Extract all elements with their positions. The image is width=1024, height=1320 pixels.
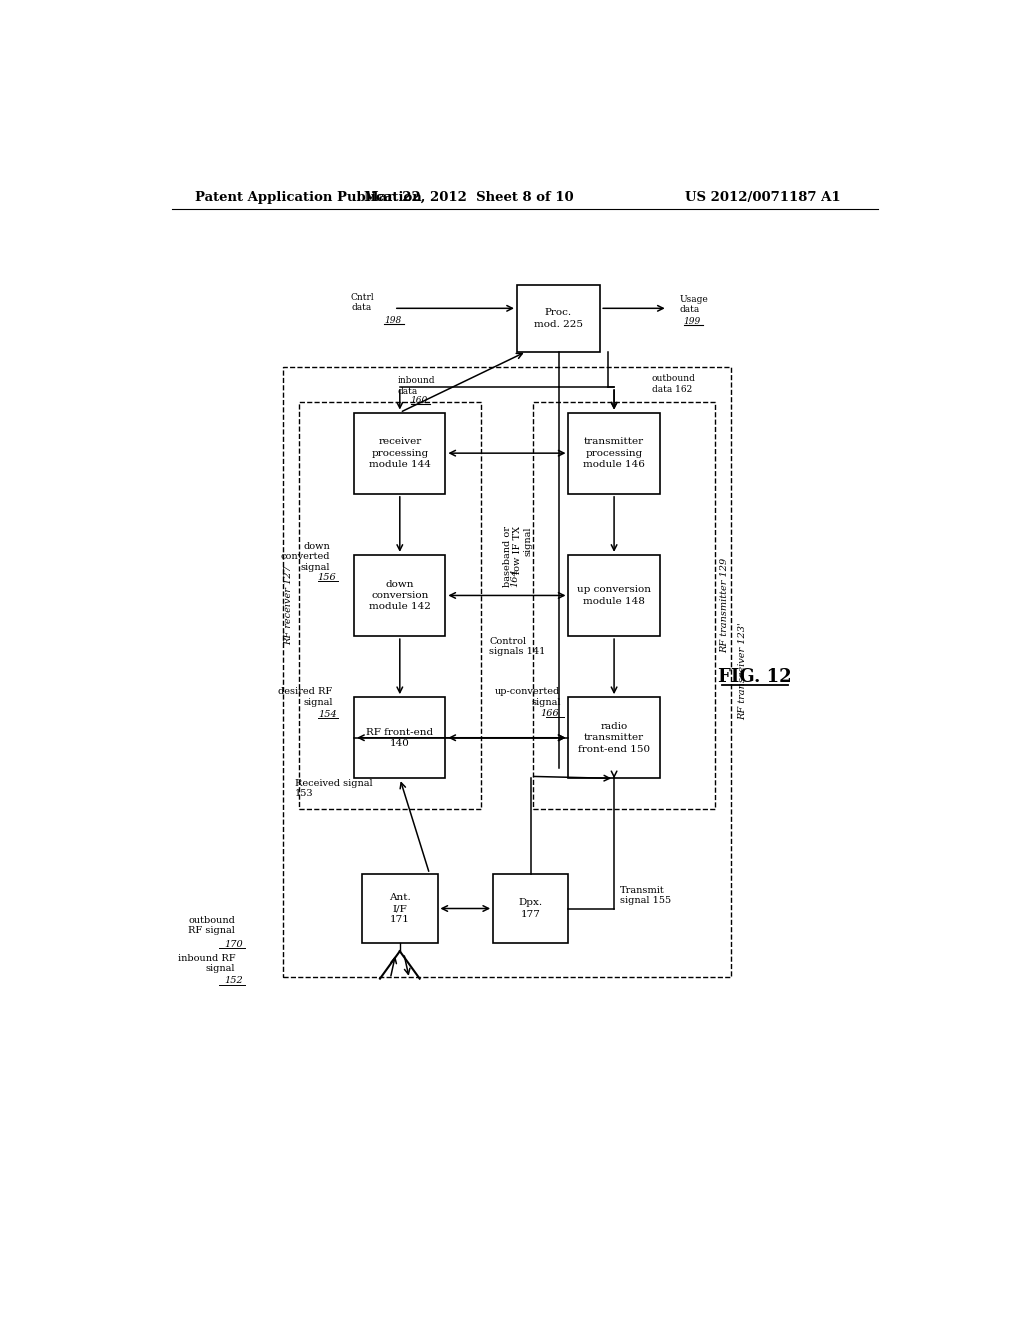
Bar (568, 413, 659, 494)
Text: RF transceiver 123': RF transceiver 123' (737, 623, 746, 721)
Text: inbound
data: inbound data (397, 376, 435, 396)
Text: RF transmitter 129: RF transmitter 129 (720, 558, 729, 653)
Text: 199: 199 (684, 317, 700, 326)
Text: radio
transmitter
front-end 150: radio transmitter front-end 150 (578, 722, 650, 754)
Text: Proc.
mod. 225: Proc. mod. 225 (535, 309, 583, 329)
Text: FIG. 12: FIG. 12 (718, 668, 792, 686)
Bar (532, 403, 716, 809)
Text: 160: 160 (411, 396, 428, 405)
Bar (354, 413, 445, 494)
Text: outbound
RF signal: outbound RF signal (188, 916, 236, 936)
Text: RF front-end
140: RF front-end 140 (367, 727, 433, 748)
Bar (354, 554, 445, 636)
Text: 154: 154 (318, 710, 337, 719)
Text: Ant.
I/F
171: Ant. I/F 171 (389, 892, 411, 924)
Bar (517, 285, 600, 351)
Text: outbound
data 162: outbound data 162 (652, 375, 695, 393)
Bar (299, 403, 481, 809)
Text: Mar. 22, 2012  Sheet 8 of 10: Mar. 22, 2012 Sheet 8 of 10 (365, 190, 574, 203)
Text: down
converted
signal: down converted signal (281, 543, 331, 572)
Text: Usage
data: Usage data (680, 296, 709, 314)
Bar (494, 874, 568, 942)
Text: 198: 198 (384, 315, 401, 325)
Text: inbound RF
signal: inbound RF signal (177, 953, 236, 973)
Text: Cntrl
data: Cntrl data (350, 293, 374, 313)
Text: 156: 156 (317, 573, 336, 582)
Text: baseband or
low IF TX
signal: baseband or low IF TX signal (503, 527, 532, 587)
Text: Received signal
153: Received signal 153 (295, 779, 373, 799)
Text: 170: 170 (224, 940, 243, 949)
Bar (362, 874, 437, 942)
Bar (354, 697, 445, 779)
Text: Transmit
signal 155: Transmit signal 155 (620, 886, 671, 906)
Text: US 2012/0071187 A1: US 2012/0071187 A1 (685, 190, 841, 203)
Text: Control
signals 141: Control signals 141 (489, 636, 546, 656)
Text: up conversion
module 148: up conversion module 148 (578, 585, 651, 606)
Text: 166: 166 (541, 709, 559, 718)
Text: desired RF
signal: desired RF signal (279, 688, 333, 706)
Bar (568, 554, 659, 636)
Text: 164: 164 (510, 568, 519, 586)
Bar (568, 697, 659, 779)
Bar (283, 367, 731, 977)
Text: up-converted
signal: up-converted signal (496, 688, 560, 706)
Text: Dpx.
177: Dpx. 177 (519, 899, 543, 919)
Text: Patent Application Publication: Patent Application Publication (196, 190, 422, 203)
Text: down
conversion
module 142: down conversion module 142 (369, 579, 431, 611)
Text: receiver
processing
module 144: receiver processing module 144 (369, 437, 431, 469)
Text: transmitter
processing
module 146: transmitter processing module 146 (583, 437, 645, 469)
Text: RF receiver 127: RF receiver 127 (285, 566, 294, 645)
Text: 152: 152 (224, 977, 243, 985)
